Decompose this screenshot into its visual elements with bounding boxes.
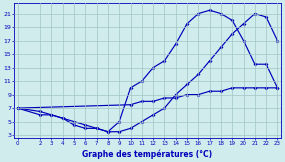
X-axis label: Graphe des températures (°C): Graphe des températures (°C) (82, 149, 213, 159)
